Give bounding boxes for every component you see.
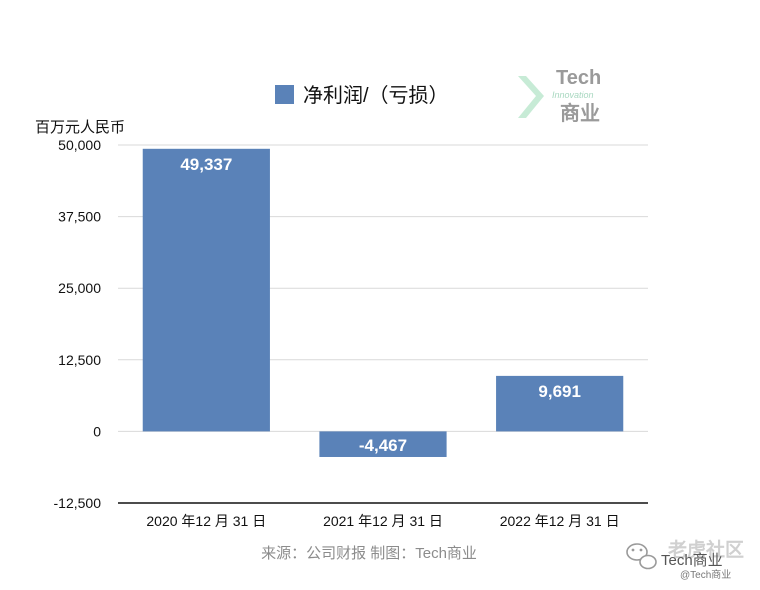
corner-watermark-handle: @Tech商业	[680, 568, 731, 581]
corner-watermark-sub: Tech商业	[661, 552, 723, 569]
y-tick-label: 0	[93, 423, 101, 439]
source-note: 来源：公司财报 制图：Tech商业	[261, 545, 477, 562]
y-tick-label: -12,500	[54, 495, 102, 511]
y-tick-label: 37,500	[58, 209, 101, 225]
y-tick-label: 25,000	[58, 280, 101, 296]
legend: 净利润/（亏损）	[275, 84, 449, 107]
corner-watermark: 老虎社区 Tech商业 @Tech商业	[626, 538, 744, 581]
tech-innovation-logo: Tech Innovation 商业	[518, 67, 601, 125]
bar	[496, 375, 624, 432]
logo-arrow-icon	[518, 76, 544, 118]
x-tick-label: 2021 年12 月 31 日	[323, 513, 443, 529]
data-label: 9,691	[538, 382, 581, 401]
bars	[142, 148, 624, 457]
x-tick-label: 2020 年12 月 31 日	[146, 513, 266, 529]
legend-swatch	[275, 85, 294, 104]
y-tick-label: 12,500	[58, 352, 101, 368]
logo-text-innovation: Innovation	[552, 90, 594, 100]
y-axis-label: 百万元人民币	[35, 119, 125, 136]
wechat-icon	[626, 543, 657, 570]
logo-text-tech: Tech	[556, 67, 601, 89]
data-label: 49,337	[180, 155, 232, 174]
data-label: -4,467	[359, 436, 407, 455]
y-axis-ticks: 50,000 37,500 25,000 12,500 0 -12,500	[54, 137, 102, 511]
x-axis-ticks: 2020 年12 月 31 日 2021 年12 月 31 日 2022 年12 月…	[146, 513, 619, 529]
x-tick-label: 2022 年12 月 31 日	[500, 513, 620, 529]
data-labels: 49,337 -4,467 9,691	[180, 155, 581, 455]
bar	[142, 148, 270, 432]
corner-watermark-main: 老虎社区	[668, 538, 744, 561]
legend-label: 净利润/（亏损）	[303, 84, 449, 107]
logo-text-shangye: 商业	[560, 101, 600, 125]
bar	[319, 431, 447, 457]
y-tick-label: 50,000	[58, 137, 101, 153]
